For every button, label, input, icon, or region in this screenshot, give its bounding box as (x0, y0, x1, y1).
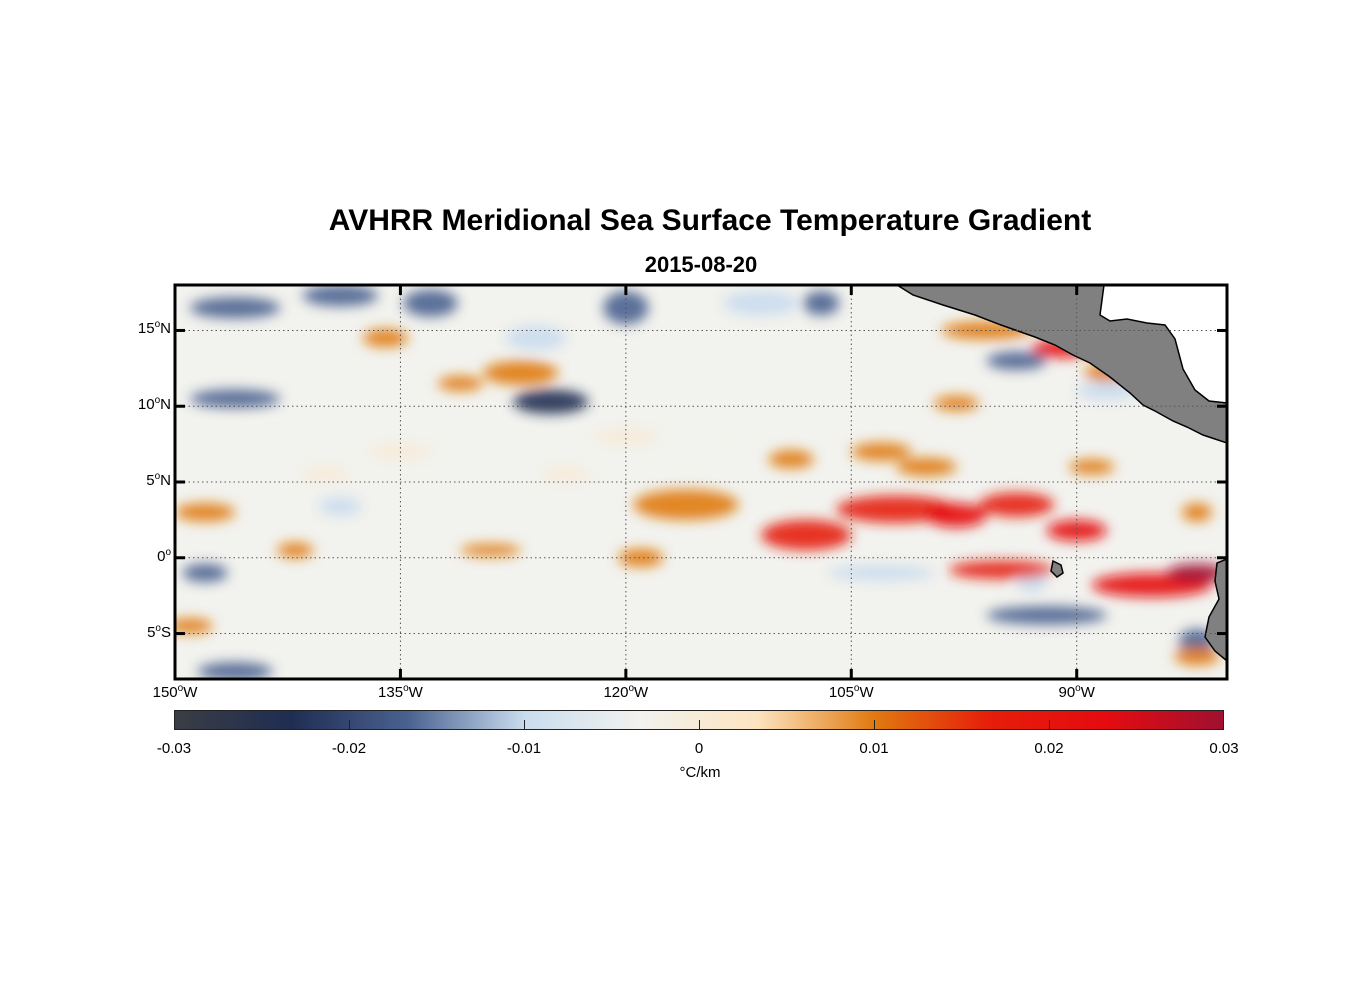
gradient-feature (1166, 563, 1227, 583)
gradient-feature (403, 289, 458, 317)
lat-tick-label: 10oN (137, 395, 171, 414)
gradient-feature (633, 489, 739, 520)
gradient-feature (242, 430, 318, 443)
gradient-feature (828, 565, 934, 581)
gradient-feature (197, 662, 273, 679)
land-south-america (1204, 558, 1227, 662)
gradient-feature (302, 468, 348, 481)
gradient-feature (438, 375, 484, 392)
map-title: AVHRR Meridional Sea Surface Temperature… (328, 204, 1092, 237)
map-ticks (173, 285, 1227, 679)
colorbar-tick-label: 0.02 (1034, 740, 1064, 757)
gradient-feature (362, 328, 408, 348)
land-central-america (895, 285, 1227, 444)
sst-gradient-map (173, 283, 1229, 681)
gradient-feature (1181, 503, 1212, 522)
gradient-feature (896, 457, 957, 476)
gradient-feature (513, 389, 589, 414)
gradient-feature (182, 563, 228, 583)
colorbar-tick-label: 0.03 (1209, 740, 1239, 757)
lat-tick-label: 5oS (147, 622, 171, 641)
colorbar-tick-mark (523, 720, 525, 730)
gradient-feature (175, 503, 236, 522)
gradient-feature (768, 450, 814, 469)
gradient-feature (483, 360, 559, 386)
gradient-feature (618, 548, 664, 567)
gradient-feature (595, 430, 656, 443)
colorbar-tick-label: -0.02 (331, 740, 367, 757)
lon-tick-label: 150oW (152, 683, 198, 701)
gradient-feature (543, 468, 589, 481)
gradient-feature (190, 389, 281, 408)
colorbar-tick-mark (348, 720, 350, 730)
gradient-feature (803, 291, 840, 316)
colorbar-tick-label: -0.03 (156, 740, 192, 757)
gradient-feature (986, 351, 1047, 370)
gradient-feature (460, 544, 521, 557)
colorbar-tick-label: -0.01 (506, 740, 542, 757)
gradient-feature (723, 291, 799, 316)
gradient-feature (1069, 459, 1115, 475)
colorbar-tick-mark (873, 720, 875, 730)
gradient-field (175, 285, 1227, 679)
lon-tick-label: 90oW (1058, 683, 1095, 701)
lat-tick-label: 15oN (137, 319, 171, 338)
lat-tick-label: 5oN (146, 471, 171, 489)
gradient-feature (979, 492, 1055, 517)
lon-tick-label: 120oW (603, 683, 649, 701)
land-yucatan (1099, 285, 1227, 404)
colorbar-tick-label: 0.01 (859, 740, 889, 757)
colorbar-units: °C/km (679, 764, 721, 781)
gradient-feature (933, 395, 980, 411)
lat-tick-label: 0o (157, 546, 171, 565)
gradient-feature (701, 422, 762, 436)
gradient-feature (926, 503, 987, 528)
gradient-feature (1046, 519, 1107, 542)
gradient-feature (302, 285, 378, 307)
colorbar-tick-label: 0 (694, 740, 704, 757)
gradient-feature (986, 606, 1107, 625)
gradient-feature (948, 560, 1055, 579)
gradient-feature (319, 497, 362, 516)
gradient-feature (851, 442, 912, 461)
gradient-feature (190, 297, 281, 319)
lon-tick-label: 105oW (828, 683, 874, 701)
gradient-feature (836, 495, 957, 523)
map-subtitle: 2015-08-20 (644, 252, 758, 277)
lon-tick-label: 135oW (378, 683, 423, 701)
gradient-feature (277, 542, 314, 558)
colorbar-tick-mark (1048, 720, 1050, 730)
map-frame (173, 283, 1229, 681)
gradient-feature (1174, 647, 1220, 666)
colorbar-tick-mark (698, 720, 700, 730)
gradient-feature (175, 618, 213, 634)
land-galapagos (1050, 559, 1064, 578)
gradient-feature (761, 519, 852, 551)
gradient-feature (505, 325, 566, 351)
map-panel (173, 283, 1229, 681)
